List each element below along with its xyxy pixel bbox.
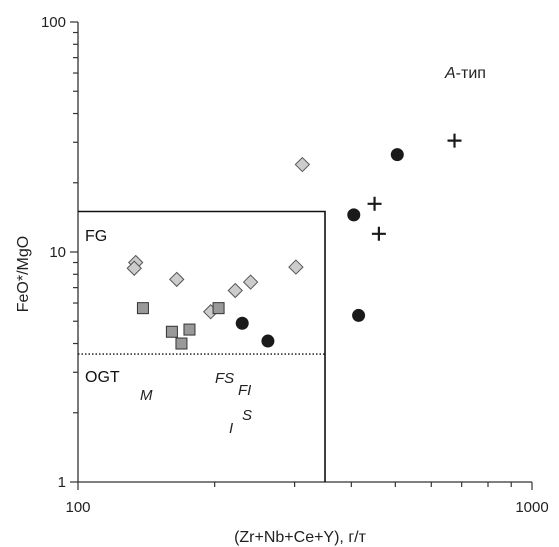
data-point-plus [447, 133, 462, 148]
data-point-square [175, 337, 188, 350]
data-point-circle [261, 334, 275, 348]
region-label-fg: FG [85, 228, 107, 245]
region-label-ogt: OGT [85, 369, 120, 386]
data-point-plus [371, 226, 386, 241]
granite-type-label-fi: FI [238, 382, 251, 399]
y-axis-title: FeO*/MgO [15, 236, 32, 312]
data-point-diamond [288, 259, 304, 275]
granite-type-label-m: M [140, 387, 153, 404]
fg-box-boundary [78, 210, 326, 482]
data-point-square [165, 325, 178, 338]
granite-type-label-s: S [242, 407, 252, 424]
data-point-circle [352, 308, 366, 322]
regions [78, 210, 326, 482]
data-point-circle [235, 316, 249, 330]
data-point-square [136, 302, 149, 315]
data-points [126, 133, 462, 350]
data-point-square [212, 302, 225, 315]
axes: 100 1000 1 10 100 (Zr+Nb+Ce+Y), г/т FeO*/MgO [15, 14, 549, 546]
y-tick-label: 100 [41, 14, 66, 31]
x-tick-label: 100 [65, 499, 90, 516]
data-point-circle [347, 208, 361, 222]
granite-type-label-i: I [229, 420, 233, 437]
data-point-diamond [242, 274, 259, 290]
data-point-circle [390, 148, 404, 162]
data-point-diamond [227, 282, 243, 299]
y-tick-label: 1 [58, 474, 66, 491]
region-label-a-type: A-тип [444, 65, 486, 82]
data-point-plus [367, 196, 382, 211]
data-point-diamond [126, 260, 142, 276]
data-point-diamond [169, 271, 185, 288]
data-point-square [183, 323, 196, 336]
x-tick-label: 1000 [515, 499, 548, 516]
granite-type-label-fs: FS [215, 370, 234, 387]
data-point-diamond [294, 156, 311, 173]
y-tick-label: 10 [49, 244, 66, 261]
x-axis-title: (Zr+Nb+Ce+Y), г/т [234, 529, 367, 546]
